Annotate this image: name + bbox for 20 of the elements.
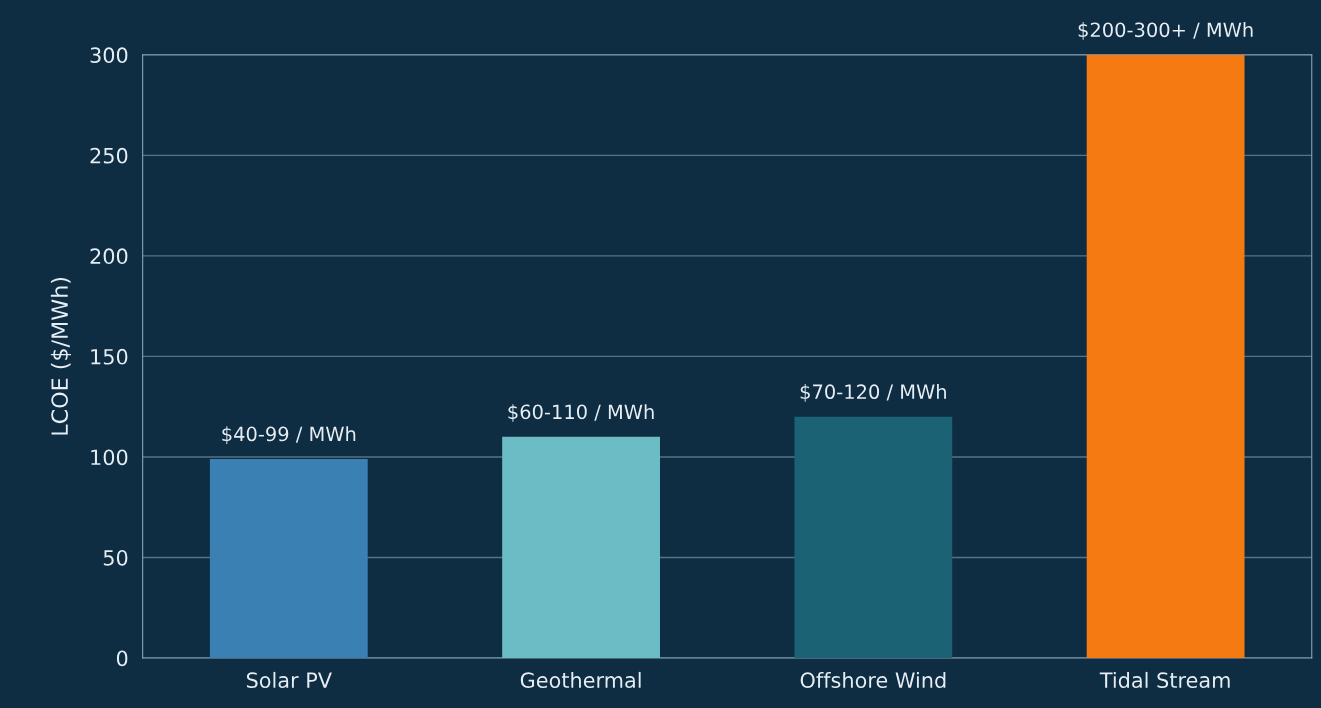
y-tick-label: 50 [103,549,128,566]
y-axis-title: LCOE ($/MWh) [50,277,71,435]
data-label: $60-110 / MWh [508,404,654,422]
data-label: $70-120 / MWh [800,384,946,402]
y-tick-label: 200 [90,248,128,265]
x-tick-label: Geothermal [520,671,641,689]
x-tick-label: Solar PV [246,671,332,689]
bar [794,416,953,659]
bar [502,436,660,659]
bar [1086,54,1245,659]
x-tick-label: Tidal Stream [1099,671,1230,689]
y-tick-label: 300 [90,47,128,64]
y-tick-label: 250 [90,147,128,164]
x-tick-label: Offshore Wind [800,671,946,689]
data-label: $200-300+ / MWh [1078,22,1253,40]
y-tick-label: 0 [116,650,128,667]
bar [209,458,368,659]
y-tick-label: 150 [91,348,128,365]
y-tick-label: 100 [91,449,128,466]
data-label: $40-99 / MWh [222,426,356,444]
